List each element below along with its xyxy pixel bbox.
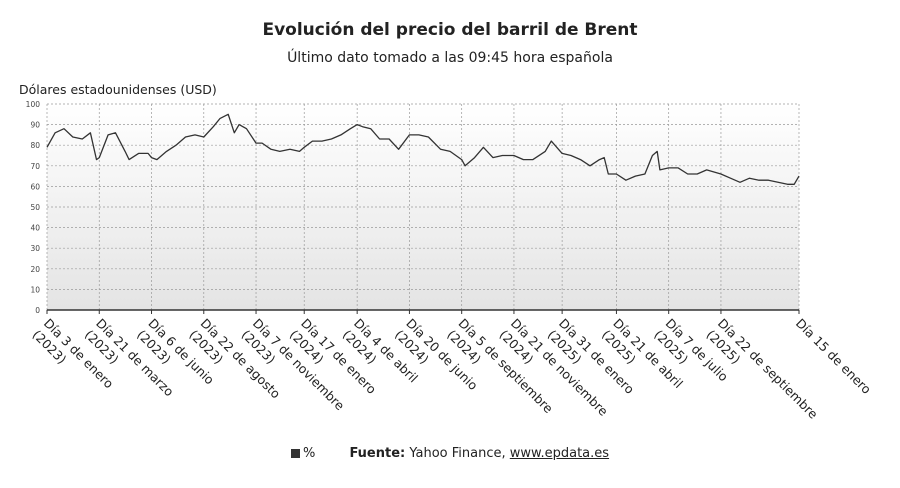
y-tick-label: 40 xyxy=(30,224,40,233)
price-line xyxy=(46,113,800,185)
source-text: Yahoo Finance, xyxy=(409,446,506,461)
source-link[interactable]: www.epdata.es xyxy=(509,446,610,461)
legend: % xyxy=(290,446,316,461)
y-axis-ticks: 0 10 20 30 40 50 60 70 80 90 100 xyxy=(26,100,41,315)
y-tick-label: 70 xyxy=(30,162,40,171)
y-tick-label: 60 xyxy=(30,182,40,191)
y-tick-label: 20 xyxy=(30,265,40,274)
y-tick-label: 100 xyxy=(26,100,41,109)
y-tick-label: 0 xyxy=(35,306,40,315)
chart-subtitle: Último dato tomado a las 09:45 hora espa… xyxy=(287,50,613,66)
y-tick-label: 90 xyxy=(30,121,40,130)
source-label: Fuente: xyxy=(349,446,406,461)
y-tick-label: 10 xyxy=(30,285,40,294)
price-series xyxy=(46,113,800,185)
legend-swatch xyxy=(290,449,300,458)
y-tick-label: 50 xyxy=(30,203,40,212)
x-tick-label: Día 15 de enero xyxy=(793,316,874,397)
grid-lines xyxy=(46,103,800,310)
y-axis-label: Dólares estadounidenses (USD) xyxy=(19,82,217,97)
chart-title: Evolución del precio del barril de Brent xyxy=(262,20,638,40)
y-tick-label: 80 xyxy=(30,141,40,150)
y-tick-label: 30 xyxy=(30,244,40,253)
legend-label: % xyxy=(302,446,316,461)
chart-footer: % Fuente: Yahoo Finance, www.epdata.es xyxy=(0,446,900,461)
line-chart: 0 10 20 30 40 50 60 70 80 90 100 Día 3 de enero(20… xyxy=(26,100,875,422)
x-axis-ticks: Día 3 de enero(2023) Día 21 de marzo(2023… xyxy=(30,310,874,422)
